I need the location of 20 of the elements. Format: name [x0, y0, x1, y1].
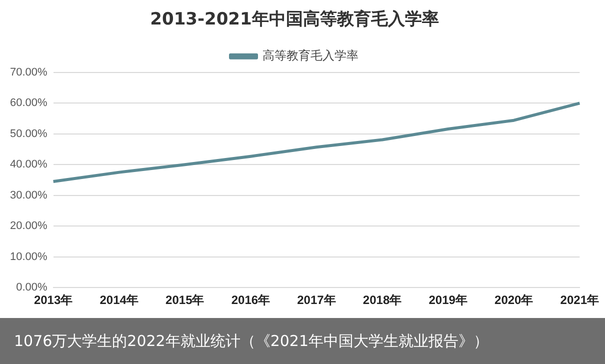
- x-tick-label: 2020年: [494, 293, 534, 308]
- y-tick-label: 60.00%: [10, 97, 48, 110]
- x-tick-label: 2019年: [428, 293, 468, 308]
- y-tick-label: 30.00%: [10, 189, 48, 202]
- y-tick-label: 20.00%: [10, 220, 48, 232]
- y-tick-label: 40.00%: [10, 158, 48, 171]
- text: 1076万大学生的2022年就业统计（《2021年中国大学生就业报告》）: [0, 318, 605, 364]
- x-tick-label: 2018年: [362, 293, 402, 308]
- chart-title: 2013-2021年中国高等教育毛入学率: [150, 8, 439, 30]
- x-tick-label: 2014年: [100, 293, 138, 308]
- y-tick-label: 0.00%: [16, 282, 48, 294]
- x-tick-label: 2016年: [231, 293, 270, 308]
- y-tick-label: 10.00%: [10, 250, 48, 263]
- legend-label: 高等教育毛入学率: [262, 48, 358, 63]
- x-tick-label: 2017年: [297, 293, 336, 308]
- x-tick-label: 2015年: [166, 293, 204, 308]
- x-tick-label: 2021年: [560, 293, 600, 308]
- x-tick-label: 2013年: [34, 293, 73, 308]
- y-tick-label: 70.00%: [10, 66, 48, 78]
- y-tick-label: 50.00%: [10, 128, 48, 140]
